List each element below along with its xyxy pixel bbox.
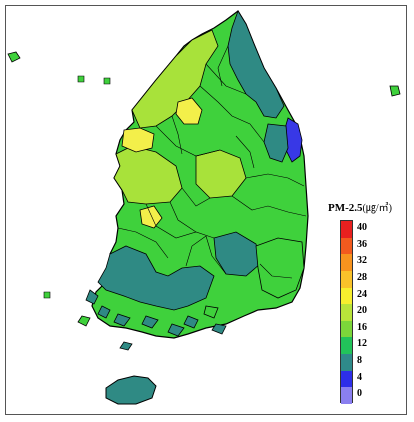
legend-swatch — [341, 320, 352, 338]
legend-swatch — [341, 237, 352, 255]
legend-color-bar — [340, 220, 353, 405]
legend-swatch — [341, 254, 352, 272]
region-southeast-green — [255, 237, 305, 299]
region-northeast — [227, 10, 285, 119]
korea-pm25-map — [7, 10, 401, 405]
legend-tick-label: 8 — [357, 355, 362, 367]
west-island-1 — [7, 51, 21, 63]
legend-swatch — [341, 337, 352, 355]
map-frame: PM-2.5(㎍/㎥) 40 36 32 28 24 20 16 12 8 4 0 — [5, 5, 407, 415]
region-south-teal — [213, 231, 261, 277]
legend-tick-label: 32 — [357, 255, 367, 267]
west-island-4 — [43, 291, 51, 299]
legend-swatch — [341, 287, 352, 305]
legend-tick-label: 16 — [357, 321, 367, 333]
region-west-lime — [113, 145, 183, 205]
legend-tick-label: 36 — [357, 238, 367, 250]
region-north-lime — [131, 29, 219, 129]
region-yellow-west — [121, 127, 155, 153]
west-island-3 — [103, 77, 111, 85]
legend-title: PM-2.5(㎍/㎥) — [328, 202, 392, 214]
legend-swatch — [341, 221, 352, 239]
legend-tick-label: 12 — [357, 338, 367, 350]
district-borders — [117, 45, 307, 279]
legend-tick-label: 4 — [357, 371, 362, 383]
region-central-lime — [195, 149, 247, 199]
jeju-island — [105, 375, 157, 405]
legend-swatch — [341, 370, 352, 388]
ulleungdo-island — [389, 85, 401, 97]
legend-swatch — [341, 387, 352, 405]
legend-swatch — [341, 354, 352, 372]
region-southwest-teal — [97, 245, 215, 311]
region-yellow-seoul — [175, 97, 203, 125]
region-yellow-southwest — [139, 205, 163, 229]
legend-tick-label: 40 — [357, 222, 367, 233]
west-island-2 — [77, 75, 85, 83]
legend-tick-label: 28 — [357, 271, 367, 283]
legend-tick-label: 20 — [357, 305, 367, 317]
legend-swatch — [341, 304, 352, 322]
legend-swatch — [341, 270, 352, 289]
legend-tick-label: 24 — [357, 288, 367, 300]
southern-islands — [77, 289, 227, 351]
legend-tick-label: 0 — [357, 388, 362, 400]
